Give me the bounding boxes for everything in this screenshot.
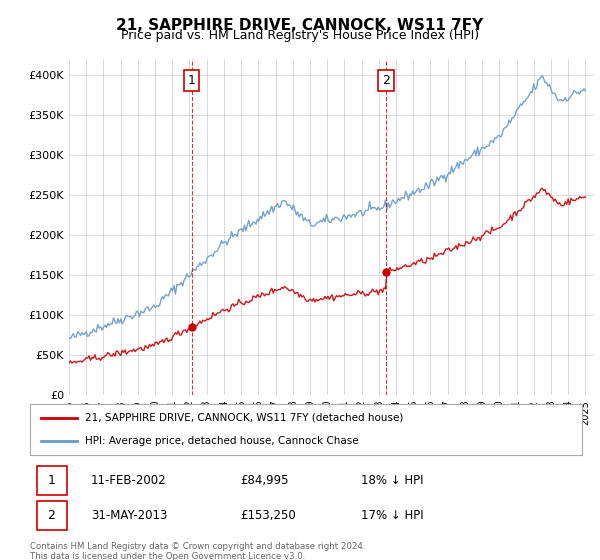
Text: Contains HM Land Registry data © Crown copyright and database right 2024.
This d: Contains HM Land Registry data © Crown c…: [30, 542, 365, 560]
Text: 11-FEB-2002: 11-FEB-2002: [91, 474, 166, 487]
Text: £84,995: £84,995: [240, 474, 288, 487]
Text: 17% ↓ HPI: 17% ↓ HPI: [361, 509, 424, 522]
FancyBboxPatch shape: [37, 501, 67, 530]
FancyBboxPatch shape: [37, 466, 67, 495]
Text: 1: 1: [188, 74, 196, 87]
Text: 31-MAY-2013: 31-MAY-2013: [91, 509, 167, 522]
Text: 2: 2: [382, 74, 390, 87]
Text: HPI: Average price, detached house, Cannock Chase: HPI: Average price, detached house, Cann…: [85, 436, 359, 446]
Text: 21, SAPPHIRE DRIVE, CANNOCK, WS11 7FY (detached house): 21, SAPPHIRE DRIVE, CANNOCK, WS11 7FY (d…: [85, 413, 404, 423]
Text: 2: 2: [47, 509, 55, 522]
Text: 18% ↓ HPI: 18% ↓ HPI: [361, 474, 424, 487]
Text: £153,250: £153,250: [240, 509, 296, 522]
Text: Price paid vs. HM Land Registry's House Price Index (HPI): Price paid vs. HM Land Registry's House …: [121, 29, 479, 42]
Text: 1: 1: [47, 474, 55, 487]
Text: 21, SAPPHIRE DRIVE, CANNOCK, WS11 7FY: 21, SAPPHIRE DRIVE, CANNOCK, WS11 7FY: [116, 18, 484, 33]
